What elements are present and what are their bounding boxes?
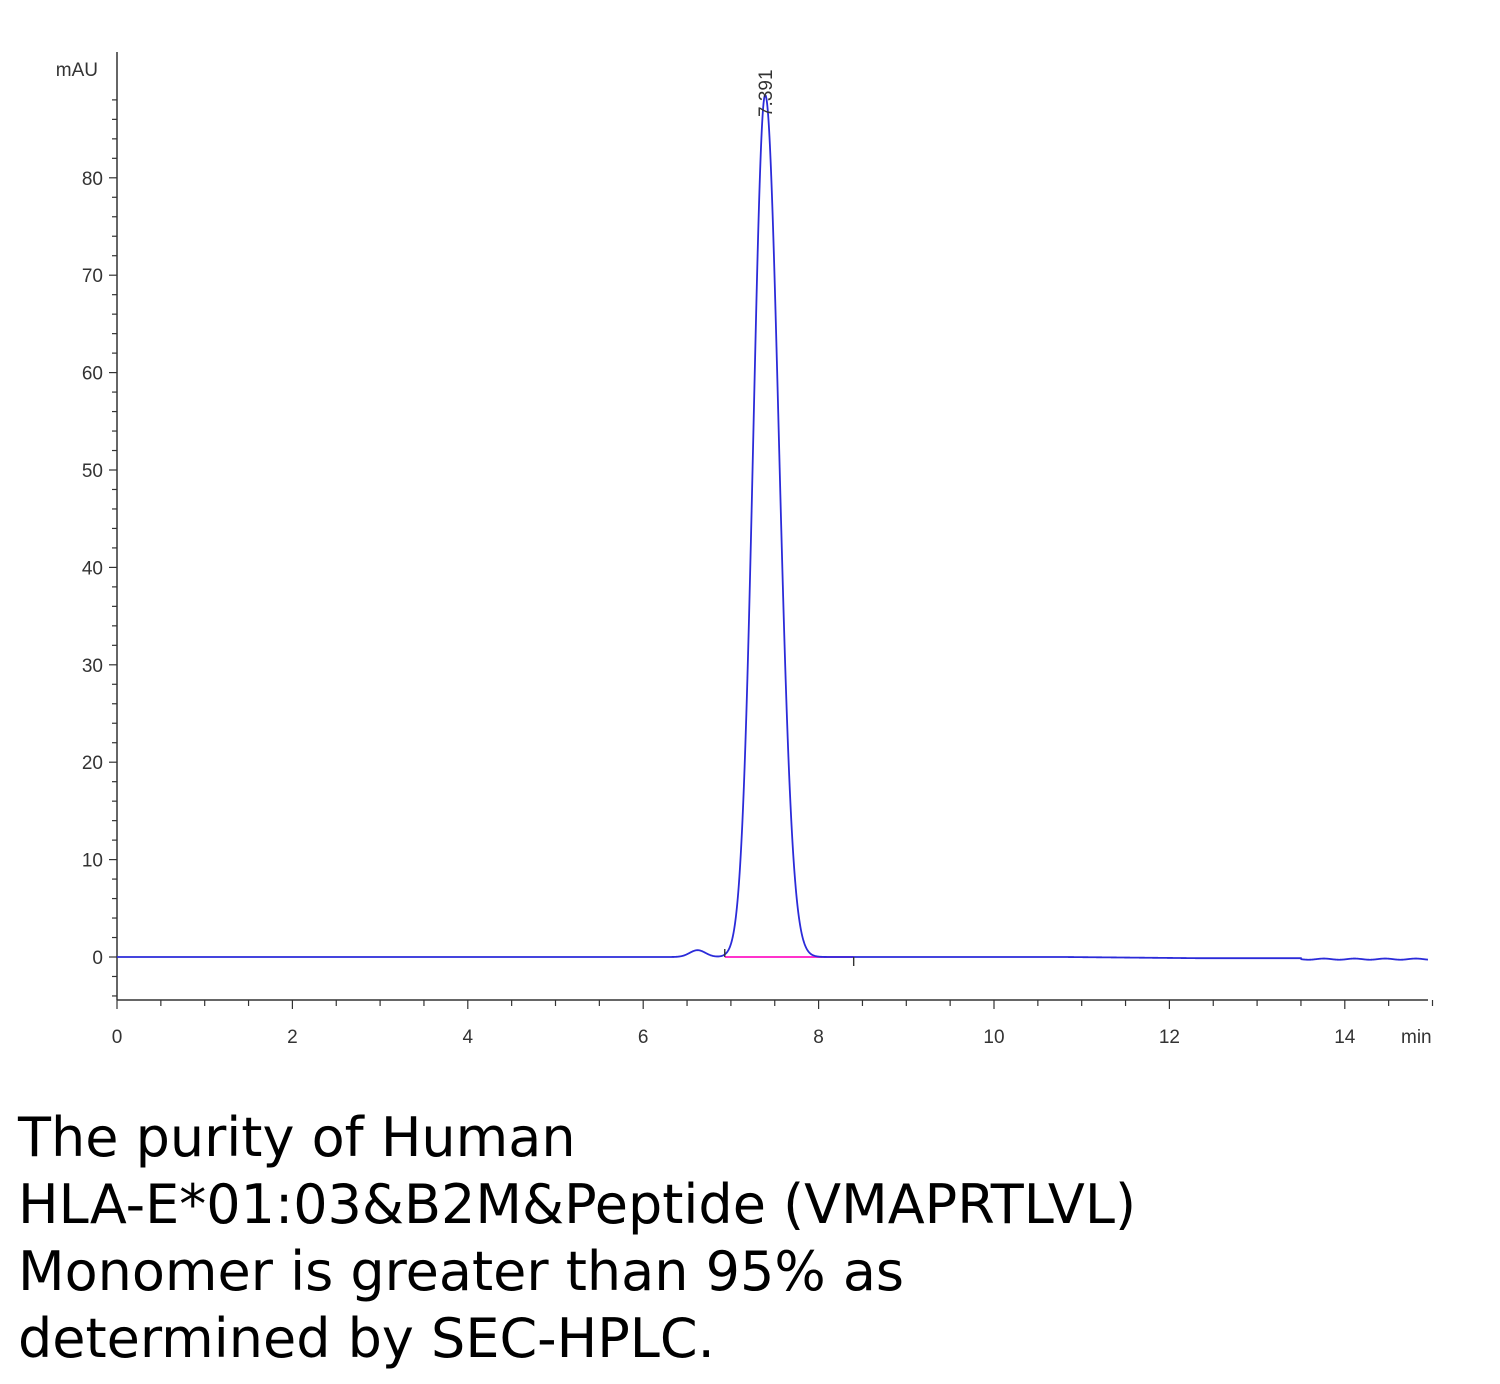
x-tick-label: 0 [112,1027,123,1048]
x-tick-label: 2 [287,1027,298,1048]
y-tick-label: 30 [82,656,103,677]
integration-markers [724,949,855,966]
caption-line: The purity of Human [18,1106,576,1169]
x-axis-unit: min [1401,1027,1432,1048]
y-tick-label: 80 [82,169,103,190]
y-axis-ticks: 0 10 20 30 40 50 60 70 80 [82,99,117,997]
y-tick-label: 0 [92,948,103,969]
y-axis-unit: mAU [56,60,98,81]
caption-line: Monomer is greater than 95% as [18,1240,905,1303]
caption-line: determined by SEC-HPLC. [18,1307,715,1370]
x-tick-label: 12 [1159,1027,1180,1048]
y-tick-label: 10 [82,851,103,872]
axes [116,52,1428,1001]
x-tick-label: 10 [983,1027,1004,1048]
x-tick-label: 14 [1334,1027,1356,1048]
chromatogram-trace [117,93,1428,961]
peak-label: 7.391 [756,69,777,117]
y-tick-label: 50 [82,461,103,482]
caption: The purity of Human HLA-E*01:03&B2M&Pept… [18,1104,1458,1372]
y-tick-label: 70 [82,266,103,287]
y-tick-label: 40 [82,558,103,579]
x-tick-label: 4 [463,1027,474,1048]
x-tick-label: 8 [813,1027,824,1048]
caption-line: HLA-E*01:03&B2M&Peptide (VMAPRTLVL) [18,1173,1137,1236]
y-tick-label: 60 [82,364,103,385]
x-axis-ticks: 0 2 4 6 8 10 12 14 [112,1000,1434,1048]
y-tick-label: 20 [82,753,103,774]
x-tick-label: 6 [638,1027,649,1048]
